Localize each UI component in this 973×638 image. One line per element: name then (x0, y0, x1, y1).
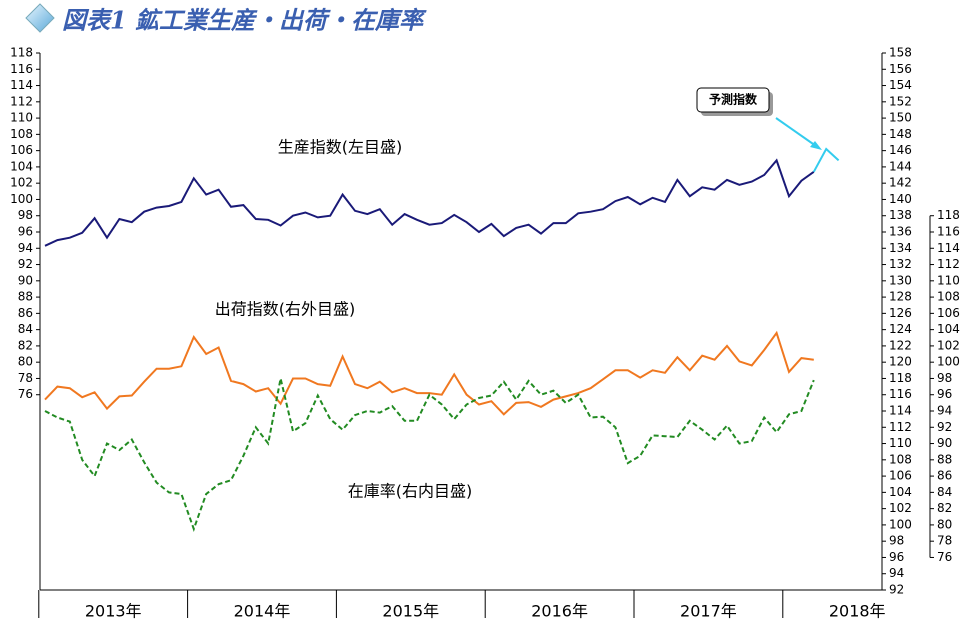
y2ticks-label: 118 (889, 371, 912, 385)
series-line (44, 378, 815, 532)
y3ticks-label: 90 (937, 436, 952, 450)
y2ticks-label: 102 (889, 501, 912, 515)
y3ticks-label: 118 (937, 208, 960, 222)
y3ticks-label: 96 (937, 387, 952, 401)
y3ticks-label: 110 (937, 273, 960, 287)
y2ticks-label: 148 (889, 127, 912, 141)
yticks-label: 112 (10, 94, 33, 108)
y2ticks-label: 136 (889, 225, 912, 239)
yticks-label: 106 (10, 143, 33, 157)
y3ticks-label: 102 (937, 338, 960, 352)
y2ticks-label: 92 (889, 583, 904, 597)
y3ticks-label: 86 (937, 469, 952, 483)
y2ticks-label: 156 (889, 62, 912, 76)
x-tick-label: 2016年 (531, 602, 588, 621)
x-tick-label: 2015年 (382, 602, 439, 621)
yticks-label: 82 (18, 338, 33, 352)
y2ticks-label: 130 (889, 273, 912, 287)
y2ticks-label: 154 (889, 78, 912, 92)
yticks-label: 78 (18, 371, 33, 385)
yticks-label: 108 (10, 127, 33, 141)
y2ticks-label: 104 (889, 485, 912, 499)
y2ticks-label: 108 (889, 452, 912, 466)
y3ticks-label: 84 (937, 485, 952, 499)
yticks-label: 100 (10, 192, 33, 206)
y2ticks-label: 150 (889, 111, 912, 125)
yticks-label: 98 (18, 208, 33, 222)
y3ticks-label: 94 (937, 404, 952, 418)
y2ticks-label: 100 (889, 517, 912, 531)
y3ticks-label: 112 (937, 257, 960, 271)
y2ticks-label: 122 (889, 338, 912, 352)
y3ticks-label: 98 (937, 371, 952, 385)
series-annotation: 出荷指数(右外目盛) (215, 300, 356, 319)
y2ticks-label: 106 (889, 469, 912, 483)
y3ticks-label: 88 (937, 452, 952, 466)
y2ticks-label: 138 (889, 208, 912, 222)
yticks-label: 80 (18, 355, 33, 369)
y2ticks-label: 98 (889, 534, 904, 548)
yticks-label: 86 (18, 306, 33, 320)
y2ticks-label: 114 (889, 404, 912, 418)
callout-box (696, 87, 770, 113)
series-line (44, 330, 814, 416)
y2ticks-label: 120 (889, 355, 912, 369)
y2ticks-label: 128 (889, 290, 912, 304)
y2ticks-label: 112 (889, 420, 912, 434)
y2ticks-label: 116 (889, 387, 912, 401)
y3ticks-label: 108 (937, 290, 960, 304)
series-annotation: 生産指数(左目盛) (278, 138, 403, 157)
y2ticks-label: 110 (889, 436, 912, 450)
yticks-label: 118 (10, 46, 33, 60)
yticks-label: 110 (10, 111, 33, 125)
y3ticks-label: 116 (937, 225, 960, 239)
callout-arrow (775, 117, 817, 147)
yticks-label: 114 (10, 78, 33, 92)
title-icon (25, 3, 55, 33)
y3ticks-label: 76 (937, 550, 952, 564)
y3ticks-label: 82 (937, 501, 952, 515)
y2ticks-label: 142 (889, 176, 912, 190)
x-tick-label: 2014年 (234, 602, 291, 621)
yticks-label: 84 (18, 322, 33, 336)
yticks-label: 76 (18, 387, 33, 401)
yticks-label: 104 (10, 159, 33, 173)
y2ticks-label: 132 (889, 257, 912, 271)
y3ticks-label: 92 (937, 420, 952, 434)
yticks-label: 116 (10, 62, 33, 76)
y2ticks-label: 134 (889, 241, 912, 255)
y2ticks-label: 96 (889, 550, 904, 564)
y3ticks-label: 106 (937, 306, 960, 320)
series-line (44, 158, 815, 247)
y2ticks-label: 158 (889, 46, 912, 60)
y2ticks-label: 126 (889, 306, 912, 320)
y3ticks-label: 100 (937, 355, 960, 369)
series-annotation: 在庫率(右内目盛) (348, 482, 473, 501)
y2ticks-label: 94 (889, 566, 904, 580)
series-line (812, 147, 840, 173)
yticks-label: 96 (18, 225, 33, 239)
callout-text: 予測指数 (709, 92, 758, 107)
y3ticks-label: 78 (937, 534, 952, 548)
y2ticks-label: 124 (889, 322, 912, 336)
callout-arrowhead (810, 141, 822, 150)
y2ticks-label: 144 (889, 159, 912, 173)
y3ticks-label: 114 (937, 241, 960, 255)
yticks-label: 92 (18, 257, 33, 271)
x-tick-label: 2018年 (829, 602, 886, 621)
y2ticks-label: 152 (889, 94, 912, 108)
yticks-label: 94 (18, 241, 33, 255)
y2ticks-label: 146 (889, 143, 912, 157)
x-tick-label: 2017年 (680, 602, 737, 621)
y2ticks-label: 140 (889, 192, 912, 206)
y3ticks-label: 80 (937, 517, 952, 531)
chart-title: 図表1 鉱工業生産・出荷・在庫率 (62, 6, 427, 35)
yticks-label: 90 (18, 273, 33, 287)
x-tick-label: 2013年 (85, 602, 142, 621)
yticks-label: 102 (10, 176, 33, 190)
y3ticks-label: 104 (937, 322, 960, 336)
yticks-label: 88 (18, 290, 33, 304)
